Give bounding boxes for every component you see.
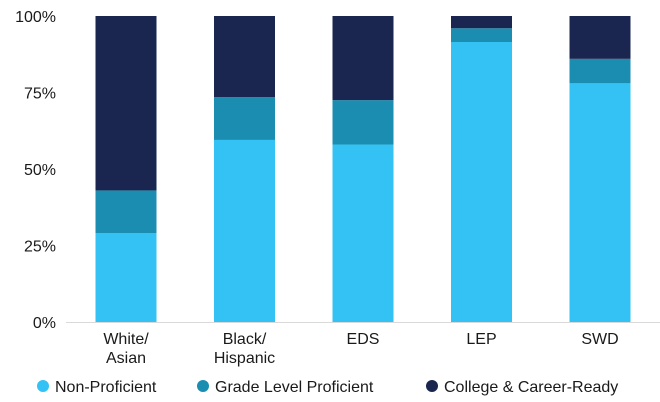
y-tick-label: 50% <box>24 162 56 179</box>
x-tick-label: Black/ <box>223 331 267 348</box>
bar-segment <box>569 58 631 84</box>
x-tick-label: White/ <box>103 331 149 348</box>
bar-segment <box>569 16 631 59</box>
bars-layer <box>95 16 631 322</box>
bar-segment <box>95 233 157 322</box>
bar-segment <box>332 16 394 101</box>
legend-item: Grade Level Proficient <box>197 379 374 396</box>
x-tick-label: EDS <box>347 331 380 348</box>
legend-label: Grade Level Proficient <box>215 379 374 396</box>
legend-marker <box>426 380 438 392</box>
bar-segment <box>332 100 394 145</box>
legend-label: Non-Proficient <box>55 379 157 396</box>
y-tick-label: 75% <box>24 86 56 103</box>
y-tick-label: 100% <box>15 9 56 26</box>
bar-segment <box>95 190 157 234</box>
legend-marker <box>197 380 209 392</box>
legend-label: College & Career-Ready <box>444 379 618 396</box>
bar-segment <box>214 97 275 140</box>
y-tick-label: 0% <box>33 315 56 332</box>
x-tick-label: LEP <box>466 331 496 348</box>
bar-segment <box>569 83 631 322</box>
x-tick-label: Asian <box>106 350 146 367</box>
legend-item: Non-Proficient <box>37 379 157 396</box>
x-axis-labels: White/Asian Black/Hispanic EDS LEP SWD <box>103 331 618 367</box>
legend-item: College & Career-Ready <box>426 379 618 396</box>
x-tick-label: SWD <box>581 331 618 348</box>
legend: Non-Proficient Grade Level Proficient Coll… <box>37 379 618 396</box>
bar-segment <box>95 16 157 191</box>
bar-segment <box>332 144 394 322</box>
legend-marker <box>37 380 49 392</box>
y-tick-label: 25% <box>24 239 56 256</box>
bar-segment <box>451 42 512 322</box>
y-axis: 0% 25% 50% 75% 100% <box>15 9 660 332</box>
bar-segment <box>214 16 275 98</box>
x-tick-label: Hispanic <box>214 350 275 367</box>
bar-segment <box>451 16 512 29</box>
bar-segment <box>214 139 275 322</box>
bar-segment <box>451 28 512 43</box>
